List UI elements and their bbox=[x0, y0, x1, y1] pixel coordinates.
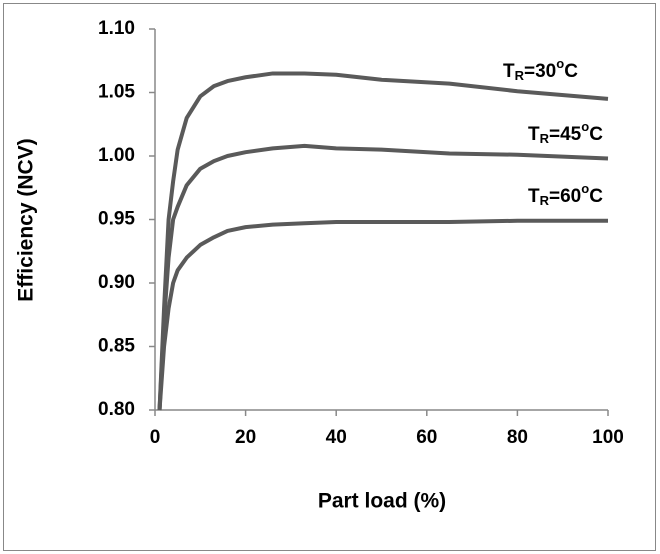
series-line bbox=[157, 218, 608, 411]
x-tick-label: 20 bbox=[235, 427, 256, 448]
label-sup: o bbox=[581, 119, 589, 134]
y-tick-label: 0.90 bbox=[98, 272, 135, 293]
label-sup: o bbox=[556, 56, 564, 71]
label-rest: =30 bbox=[524, 61, 556, 82]
label-main: T bbox=[503, 61, 515, 82]
label-main: T bbox=[528, 186, 540, 207]
label-sub: R bbox=[540, 193, 550, 208]
label-unit: C bbox=[564, 61, 578, 82]
y-tick-label: 1.05 bbox=[98, 82, 135, 103]
label-sub: R bbox=[540, 131, 550, 146]
series-label: TR=60oC bbox=[528, 181, 603, 208]
label-rest: =45 bbox=[549, 124, 582, 145]
label-unit: C bbox=[589, 186, 603, 207]
y-tick-label: 0.85 bbox=[98, 336, 135, 357]
y-tick-label: 1.00 bbox=[98, 145, 135, 166]
x-tick-label: 100 bbox=[592, 427, 624, 448]
label-main: T bbox=[528, 124, 540, 145]
x-tick-label: 60 bbox=[416, 427, 437, 448]
y-tick-label: 1.10 bbox=[98, 18, 135, 39]
y-tick-label: 0.95 bbox=[98, 209, 135, 230]
label-sup: o bbox=[581, 181, 589, 196]
x-tick-label: 40 bbox=[326, 427, 347, 448]
label-unit: C bbox=[589, 124, 603, 145]
label-sub: R bbox=[515, 68, 525, 83]
y-axis-title: Efficiency (NCV) bbox=[15, 138, 38, 301]
label-rest: =60 bbox=[549, 186, 581, 207]
series-line bbox=[157, 143, 609, 411]
x-tick-label: 0 bbox=[150, 427, 161, 448]
series-label: TR=45oC bbox=[528, 119, 603, 146]
series-label: TR=30oC bbox=[503, 56, 578, 83]
series-line bbox=[157, 71, 609, 411]
x-axis-title: Part load (%) bbox=[318, 490, 446, 513]
y-tick-label: 0.80 bbox=[98, 399, 135, 420]
x-tick-label: 80 bbox=[507, 427, 528, 448]
